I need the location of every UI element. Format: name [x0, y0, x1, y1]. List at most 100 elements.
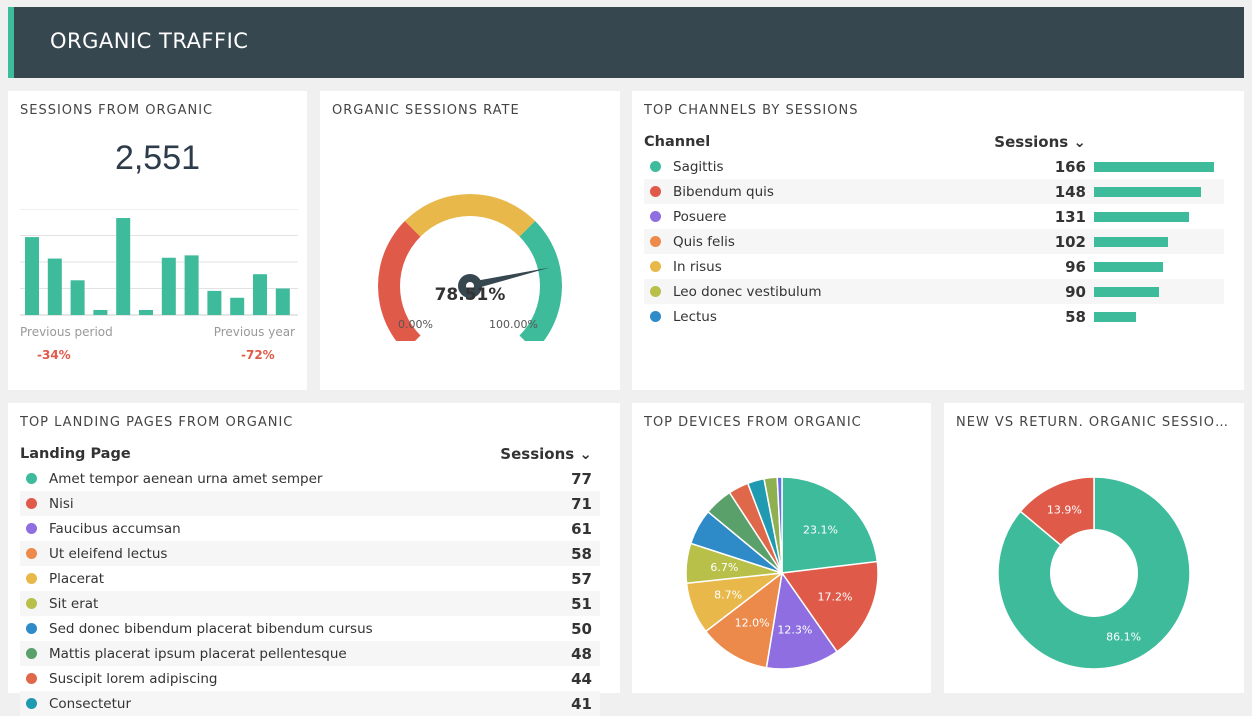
session-bar [253, 274, 267, 315]
row-label: Nisi [20, 491, 482, 516]
prev-period-label: Previous period [20, 325, 113, 339]
panel-title: SESSIONS FROM ORGANIC [20, 103, 214, 118]
row-value: 166 [1054, 157, 1086, 176]
col-header-sessions[interactable]: Sessions ⌄ [500, 444, 592, 463]
table-row: Amet tempor aenean urna amet semper 77 [20, 466, 600, 491]
slice-label: 12.3% [777, 624, 812, 637]
table-row: In risus 96 [644, 254, 1224, 279]
col-header-label[interactable]: Landing Page [20, 445, 131, 462]
sessions-panel: SESSIONS FROM ORGANIC 2,551 Previous per… [8, 91, 307, 390]
row-value: 57 [571, 569, 592, 588]
table-row: Leo donec vestibulum 90 [644, 279, 1224, 304]
legend-dot-icon [26, 472, 37, 484]
row-value: 44 [571, 669, 592, 688]
dashboard-header: ORGANIC TRAFFIC [8, 7, 1244, 78]
row-label: Mattis placerat ipsum placerat pellentes… [20, 641, 482, 666]
legend-dot-icon [26, 572, 37, 584]
gauge-segment-low [378, 221, 421, 341]
row-label: Faucibus accumsan [20, 516, 482, 541]
rate-value: 78.51% [434, 285, 506, 305]
donut-hole [1050, 529, 1138, 617]
session-bar [230, 297, 245, 315]
session-bar [70, 280, 85, 315]
table-row: Lectus 58 [644, 304, 1224, 329]
legend-dot-icon [650, 310, 661, 322]
session-bar [275, 288, 290, 315]
table-row: Ut eleifend lectus 58 [20, 541, 600, 566]
table-row: Mattis placerat ipsum placerat pellentes… [20, 641, 600, 666]
prev-year-label: Previous year [213, 325, 295, 339]
devices-panel: TOP DEVICES FROM ORGANIC 23.1% 17.2% 12.3%… [632, 403, 931, 693]
col-header-sessions[interactable]: Sessions ⌄ [994, 132, 1086, 151]
row-label: Quis felis [644, 229, 976, 254]
row-value: 131 [1054, 207, 1086, 226]
row-value: 48 [482, 641, 600, 666]
session-bar [161, 257, 176, 315]
col-header-label[interactable]: Channel [644, 133, 711, 150]
session-bar [1094, 286, 1160, 297]
table-row: Faucibus accumsan 61 [20, 516, 600, 541]
row-label: Consectetur [20, 691, 482, 716]
channels-table: Channel Sessions ⌄ Sagittis 166 Bibendum qui… [644, 129, 1224, 329]
session-bar [1094, 261, 1164, 272]
landing-panel: TOP LANDING PAGES FROM ORGANIC Landing P… [8, 403, 620, 716]
row-value: 41 [482, 691, 600, 716]
row-value: 58 [1065, 307, 1086, 326]
newret-donut-chart: 86.1% 13.9% [997, 476, 1191, 670]
gauge-hub-center [466, 282, 474, 290]
row-label: Sagittis [644, 154, 976, 179]
row-label: Suscipit lorem adipiscing [20, 666, 482, 691]
pie-slice [781, 476, 879, 574]
slice-label: 17.2% [817, 591, 852, 604]
row-value: 102 [976, 229, 1094, 254]
sessions-value: 2,551 [114, 139, 201, 177]
slice-label: 13.9% [1047, 504, 1082, 517]
slice-label: 8.7% [714, 589, 742, 602]
row-value: 51 [482, 591, 600, 616]
legend-dot-icon [26, 547, 37, 559]
slice-label: 23.1% [803, 524, 838, 537]
session-bar [1094, 236, 1168, 247]
table-row: Bibendum quis 148 [644, 179, 1224, 204]
table-row: Placerat 57 [20, 566, 600, 591]
slice-label: 86.1% [1106, 630, 1141, 643]
row-label: Sit erat [20, 591, 482, 616]
session-bar [25, 237, 39, 315]
session-bar [47, 258, 62, 315]
row-value: 148 [976, 179, 1094, 204]
legend-dot-icon [650, 235, 661, 247]
prev-year-value: -72% [241, 348, 275, 362]
pie-slice [780, 560, 879, 653]
legend-dot-icon [650, 285, 661, 297]
table-row: Quis felis 102 [644, 229, 1224, 254]
legend-dot-icon [26, 522, 37, 534]
session-bar [116, 218, 131, 315]
pie-slice [776, 476, 783, 574]
session-bar [184, 255, 199, 315]
table-row: Nisi 71 [20, 491, 600, 516]
row-value: 61 [571, 519, 592, 538]
panel-title: ORGANIC SESSIONS RATE [332, 103, 520, 118]
row-value: 96 [1065, 257, 1086, 276]
row-value: 71 [482, 491, 600, 516]
prev-period-value: -34% [37, 348, 71, 362]
row-label: Bibendum quis [644, 179, 976, 204]
session-bar [1094, 211, 1189, 222]
panel-title: NEW VS RETURN. ORGANIC SESSIONS [956, 415, 1232, 430]
row-label: Posuere [644, 204, 976, 229]
gauge-segment-mid [404, 194, 536, 237]
row-value: 58 [482, 541, 600, 566]
row-label: Amet tempor aenean urna amet semper [20, 466, 482, 491]
legend-dot-icon [26, 597, 37, 609]
panel-title: TOP DEVICES FROM ORGANIC [644, 415, 862, 430]
legend-dot-icon [26, 497, 37, 509]
table-row: Sed donec bibendum placerat bibendum cur… [20, 616, 600, 641]
table-header: Channel Sessions ⌄ [644, 129, 1224, 154]
table-row: Consectetur 41 [20, 691, 600, 716]
table-row: Sagittis 166 [644, 154, 1224, 179]
sessions-bar-chart [20, 209, 298, 316]
row-value: 90 [976, 279, 1094, 304]
panel-title: TOP CHANNELS BY SESSIONS [644, 103, 859, 118]
slice-label: 12.0% [735, 617, 770, 630]
table-row: Suscipit lorem adipiscing 44 [20, 666, 600, 691]
